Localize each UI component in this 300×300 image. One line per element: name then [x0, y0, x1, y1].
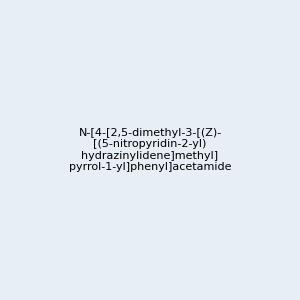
Text: N-[4-[2,5-dimethyl-3-[(Z)-
[(5-nitropyridin-2-yl)
hydrazinylidene]methyl]
pyrrol: N-[4-[2,5-dimethyl-3-[(Z)- [(5-nitropyri…: [69, 128, 231, 172]
